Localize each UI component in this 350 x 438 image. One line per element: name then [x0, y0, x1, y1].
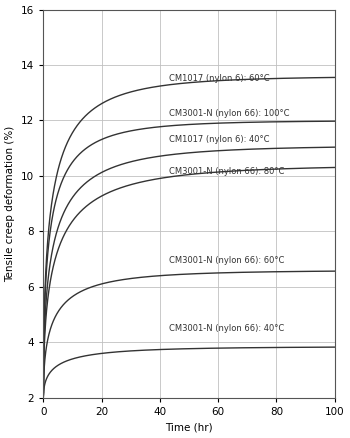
Text: CM3001-N (nylon 66): 80°C: CM3001-N (nylon 66): 80°C [169, 167, 284, 177]
Text: CM1017 (nylon 6): 40°C: CM1017 (nylon 6): 40°C [169, 135, 269, 145]
Text: CM3001-N (nylon 66): 100°C: CM3001-N (nylon 66): 100°C [169, 109, 289, 118]
Text: CM1017 (nylon 6): 60°C: CM1017 (nylon 6): 60°C [169, 74, 269, 83]
Y-axis label: Tensile creep deformation (%): Tensile creep deformation (%) [6, 126, 15, 282]
X-axis label: Time (hr): Time (hr) [165, 422, 213, 432]
Text: CM3001-N (nylon 66): 60°C: CM3001-N (nylon 66): 60°C [169, 256, 284, 265]
Text: CM3001-N (nylon 66): 40°C: CM3001-N (nylon 66): 40°C [169, 324, 284, 333]
